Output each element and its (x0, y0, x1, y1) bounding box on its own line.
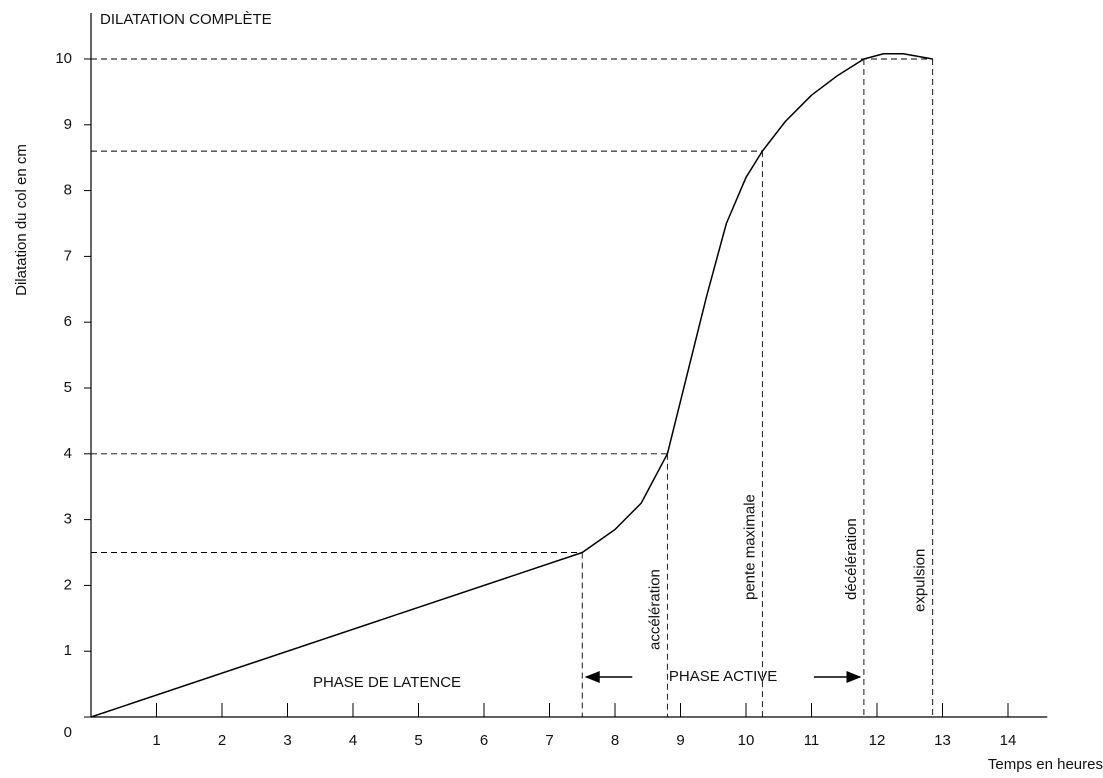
x-tick-label: 9 (676, 732, 684, 749)
y-tick-label: 3 (64, 511, 72, 528)
x-tick-label: 13 (934, 732, 951, 749)
chart-title: DILATATION COMPLÈTE (100, 11, 272, 28)
phase-label: pente maximale (741, 494, 758, 600)
x-tick-label: 7 (545, 732, 553, 749)
phase-label: accélération (646, 569, 663, 650)
y-tick-label: 1 (64, 642, 72, 659)
x-axis-label: Temps en heures (988, 756, 1103, 773)
x-tick-label: 10 (738, 732, 755, 749)
x-tick-label: 12 (869, 732, 886, 749)
x-tick-label: 6 (480, 732, 488, 749)
y-tick-label: 0 (64, 724, 72, 741)
x-tick-label: 2 (218, 732, 226, 749)
phase-label: expulsion (912, 549, 929, 612)
y-tick-label: 5 (64, 379, 72, 396)
x-tick-label: 1 (152, 732, 160, 749)
x-tick-label: 11 (804, 732, 820, 749)
x-tick-label: 3 (283, 732, 291, 749)
y-tick-label: 4 (64, 445, 72, 462)
x-tick-label: 5 (414, 732, 422, 749)
x-tick-label: 14 (1000, 732, 1017, 749)
data-line (90, 52, 933, 718)
annotation: PHASE ACTIVE (669, 668, 777, 685)
x-tick-label: 4 (349, 732, 357, 749)
x-tick-label: 8 (611, 732, 619, 749)
y-tick-label: 7 (64, 247, 72, 264)
y-tick-label: 10 (55, 50, 72, 67)
annotation: PHASE DE LATENCE (313, 674, 461, 691)
y-tick-label: 9 (64, 116, 72, 133)
y-tick-label: 8 (64, 182, 72, 199)
y-axis-label: Dilatation du col en cm (13, 144, 30, 296)
y-tick-label: 6 (64, 313, 72, 330)
phase-label: décélération (843, 518, 860, 600)
y-tick-label: 2 (64, 576, 72, 593)
